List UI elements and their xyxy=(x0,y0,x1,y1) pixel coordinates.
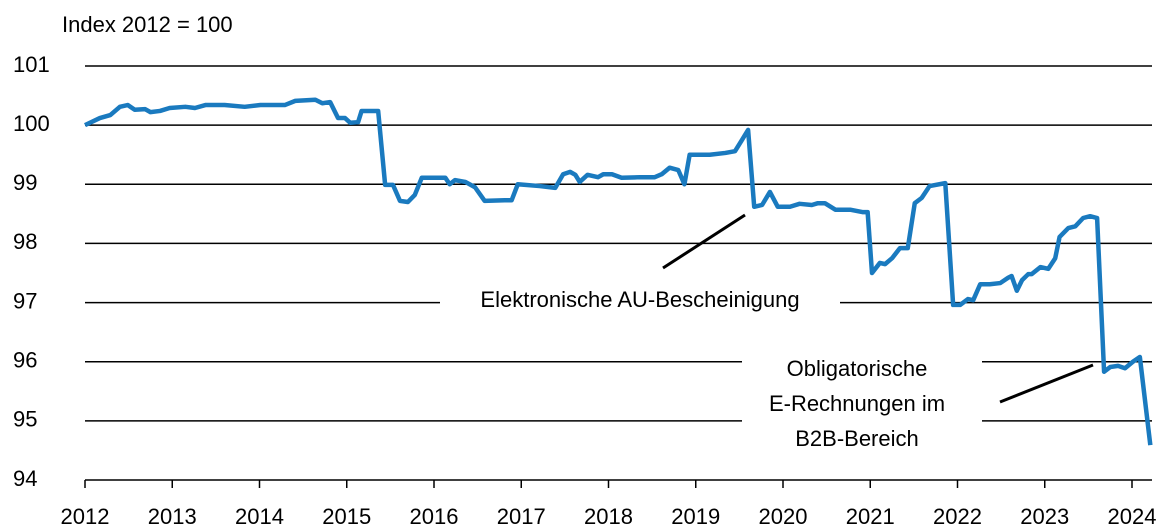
leader-line xyxy=(999,363,1094,404)
x-tick-label: 2018 xyxy=(584,504,633,529)
y-tick-label: 95 xyxy=(13,407,37,432)
x-tick-label: 2012 xyxy=(61,504,110,529)
y-tick-label: 100 xyxy=(13,111,50,136)
x-tick-label: 2014 xyxy=(235,504,284,529)
x-tick-label: 2020 xyxy=(759,504,808,529)
x-tick-label: 2023 xyxy=(1020,504,1069,529)
x-tick-label: 2016 xyxy=(410,504,459,529)
y-tick-label: 101 xyxy=(13,52,50,77)
x-tick-label: 2019 xyxy=(671,504,720,529)
x-tick-label: 2021 xyxy=(846,504,895,529)
y-tick-label: 99 xyxy=(13,170,37,195)
x-tick-label: 2024 xyxy=(1108,504,1157,529)
y-tick-label: 97 xyxy=(13,288,37,313)
annotation: B2B-Bereich xyxy=(795,426,919,451)
annotation: Elektronische AU-Bescheinigung xyxy=(480,287,799,312)
leader-line xyxy=(662,213,746,270)
annotation: Obligatorische xyxy=(787,356,928,381)
x-tick-label: 2015 xyxy=(322,504,371,529)
x-tick-label: 2013 xyxy=(148,504,197,529)
data-line xyxy=(84,97,1153,446)
annotation: E-Rechnungen im xyxy=(769,391,945,416)
x-tick-label: 2017 xyxy=(497,504,546,529)
y-tick-label: 96 xyxy=(13,348,37,373)
y-tick-label: 98 xyxy=(13,229,37,254)
y-tick-label: 94 xyxy=(13,466,37,491)
label-bg xyxy=(440,286,840,318)
x-tick-label: 2022 xyxy=(933,504,982,529)
label-bg xyxy=(742,350,982,460)
axis-title: Index 2012 = 100 xyxy=(62,12,233,37)
